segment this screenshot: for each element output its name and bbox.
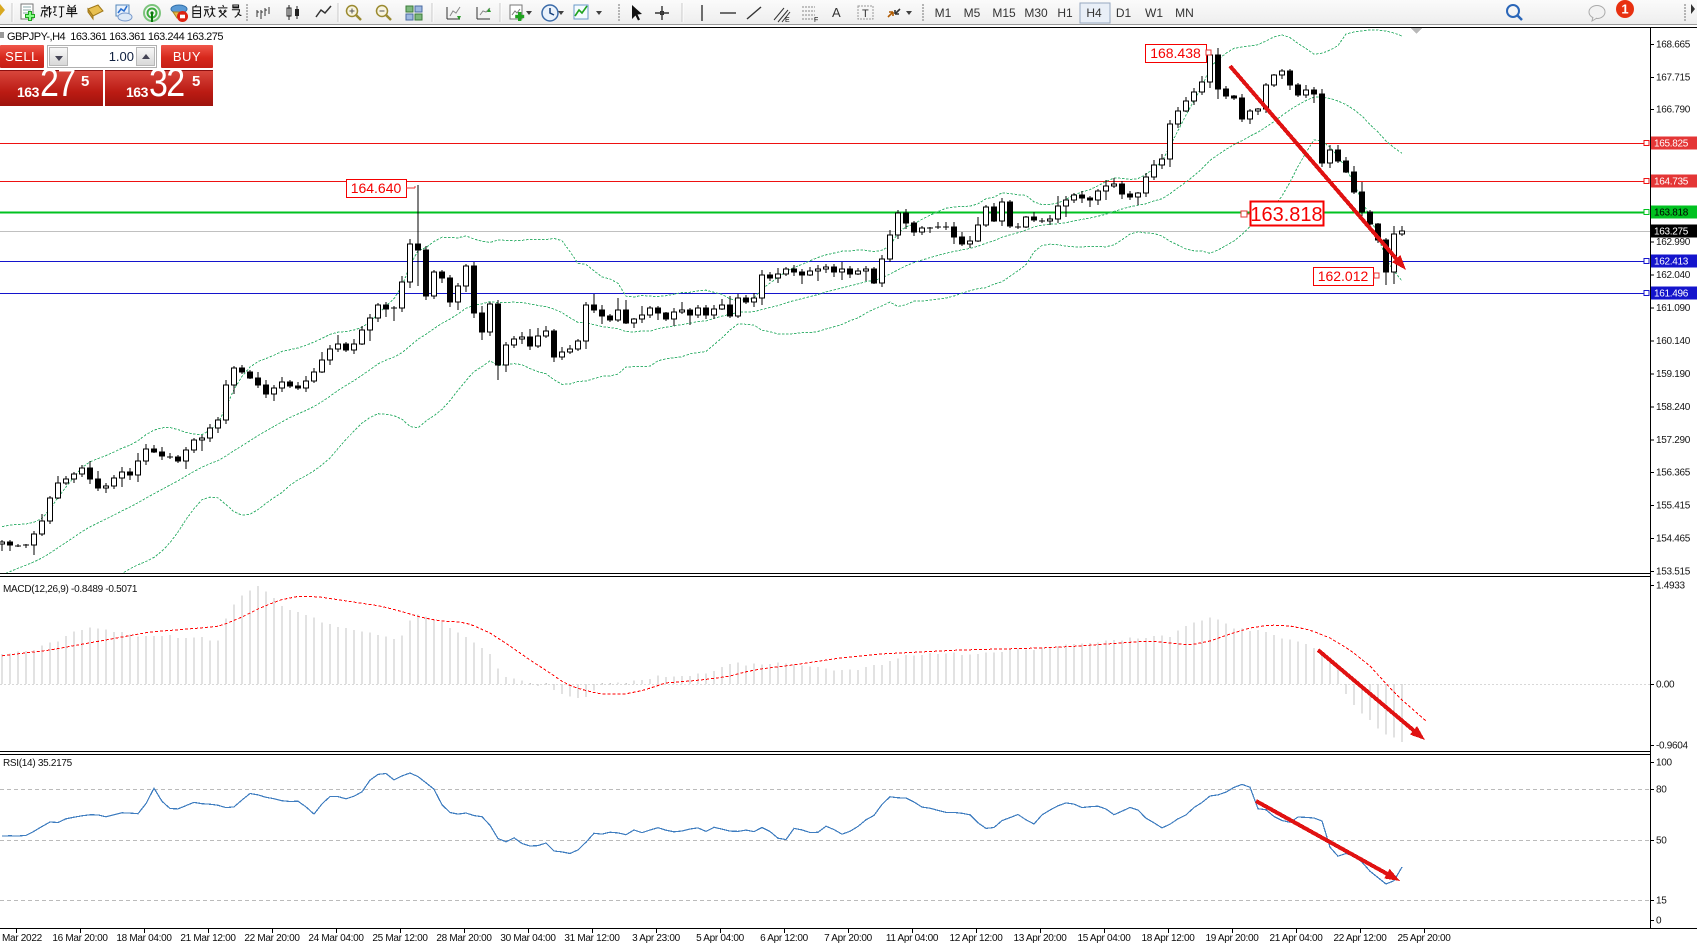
svg-text:5 Apr 04:00: 5 Apr 04:00 bbox=[696, 933, 745, 944]
svg-text:-0.9604: -0.9604 bbox=[1656, 741, 1689, 752]
svg-text:F: F bbox=[814, 17, 818, 24]
svg-text:Mar 2022: Mar 2022 bbox=[2, 933, 43, 944]
svg-text:1.4933: 1.4933 bbox=[1656, 581, 1686, 592]
svg-text:162.990: 162.990 bbox=[1656, 237, 1691, 248]
svg-text:164.640: 164.640 bbox=[351, 180, 402, 196]
svg-text:19 Apr 20:00: 19 Apr 20:00 bbox=[1205, 933, 1259, 944]
svg-text:21 Mar 12:00: 21 Mar 12:00 bbox=[180, 933, 236, 944]
svg-text:161.090: 161.090 bbox=[1656, 303, 1691, 314]
svg-text:157.290: 157.290 bbox=[1656, 435, 1691, 446]
svg-text:RSI(14) 35.2175: RSI(14) 35.2175 bbox=[3, 758, 73, 769]
svg-text:18 Mar 04:00: 18 Mar 04:00 bbox=[116, 933, 172, 944]
svg-text:164.735: 164.735 bbox=[1654, 177, 1689, 188]
svg-text:E: E bbox=[785, 17, 790, 24]
svg-text:161.496: 161.496 bbox=[1654, 289, 1689, 300]
svg-text:13 Apr 20:00: 13 Apr 20:00 bbox=[1013, 933, 1067, 944]
svg-text:28 Mar 20:00: 28 Mar 20:00 bbox=[436, 933, 492, 944]
svg-text:0: 0 bbox=[1656, 916, 1662, 927]
svg-text:168.438: 168.438 bbox=[1150, 45, 1201, 61]
svg-text:15: 15 bbox=[1656, 896, 1667, 907]
svg-text:165.825: 165.825 bbox=[1654, 139, 1689, 150]
svg-text:162.413: 162.413 bbox=[1654, 257, 1689, 268]
svg-text:M30: M30 bbox=[1024, 6, 1048, 20]
svg-text:22 Apr 12:00: 22 Apr 12:00 bbox=[1333, 933, 1387, 944]
svg-text:12 Apr 12:00: 12 Apr 12:00 bbox=[949, 933, 1003, 944]
svg-text:24 Mar 04:00: 24 Mar 04:00 bbox=[308, 933, 364, 944]
svg-text:100: 100 bbox=[1656, 758, 1673, 769]
svg-text:158.240: 158.240 bbox=[1656, 402, 1691, 413]
svg-text:M1: M1 bbox=[935, 6, 952, 20]
svg-text:3 Apr 23:00: 3 Apr 23:00 bbox=[632, 933, 681, 944]
svg-text:163.818: 163.818 bbox=[1250, 204, 1322, 226]
svg-text:21 Apr 04:00: 21 Apr 04:00 bbox=[1269, 933, 1323, 944]
svg-text:MN: MN bbox=[1175, 6, 1194, 20]
svg-text:167.715: 167.715 bbox=[1656, 73, 1691, 84]
svg-text:22 Mar 20:00: 22 Mar 20:00 bbox=[244, 933, 300, 944]
svg-text:162.012: 162.012 bbox=[1318, 268, 1369, 284]
svg-text:M15: M15 bbox=[992, 6, 1016, 20]
svg-text:1: 1 bbox=[1621, 2, 1628, 17]
svg-text:153.515: 153.515 bbox=[1656, 566, 1691, 577]
svg-text:163.818: 163.818 bbox=[1654, 208, 1689, 219]
svg-text:H4: H4 bbox=[1086, 6, 1102, 20]
svg-text:25 Mar 12:00: 25 Mar 12:00 bbox=[372, 933, 428, 944]
svg-text:D1: D1 bbox=[1116, 6, 1132, 20]
svg-text:A: A bbox=[832, 5, 841, 20]
svg-text:155.415: 155.415 bbox=[1656, 500, 1691, 511]
svg-text:31 Mar 12:00: 31 Mar 12:00 bbox=[564, 933, 620, 944]
svg-text:159.190: 159.190 bbox=[1656, 369, 1691, 380]
svg-text:M5: M5 bbox=[964, 6, 981, 20]
svg-text:H1: H1 bbox=[1057, 6, 1073, 20]
svg-text:156.365: 156.365 bbox=[1656, 467, 1691, 478]
svg-text:163.275: 163.275 bbox=[1654, 227, 1689, 238]
svg-text:80: 80 bbox=[1656, 785, 1667, 796]
svg-text:6 Apr 12:00: 6 Apr 12:00 bbox=[760, 933, 809, 944]
svg-text:25 Apr 20:00: 25 Apr 20:00 bbox=[1397, 933, 1451, 944]
svg-text:15 Apr 04:00: 15 Apr 04:00 bbox=[1077, 933, 1131, 944]
svg-text:W1: W1 bbox=[1145, 6, 1163, 20]
svg-text:30 Mar 04:00: 30 Mar 04:00 bbox=[500, 933, 556, 944]
svg-text:GBPJPY-,H4 163.361 163.361 16: GBPJPY-,H4 163.361 163.361 163.244 163.2… bbox=[7, 31, 223, 43]
svg-text:166.790: 166.790 bbox=[1656, 105, 1691, 116]
svg-text:154.465: 154.465 bbox=[1656, 533, 1691, 544]
svg-text:7 Apr 20:00: 7 Apr 20:00 bbox=[824, 933, 873, 944]
svg-text:162.040: 162.040 bbox=[1656, 270, 1691, 281]
svg-text:T: T bbox=[862, 8, 869, 20]
svg-text:18 Apr 12:00: 18 Apr 12:00 bbox=[1141, 933, 1195, 944]
svg-text:0.00: 0.00 bbox=[1656, 680, 1675, 691]
svg-text:16 Mar 20:00: 16 Mar 20:00 bbox=[52, 933, 108, 944]
svg-text:168.665: 168.665 bbox=[1656, 40, 1691, 51]
svg-text:MACD(12,26,9) -0.8489 -0.5071: MACD(12,26,9) -0.8489 -0.5071 bbox=[3, 584, 138, 595]
svg-text:11 Apr 04:00: 11 Apr 04:00 bbox=[886, 933, 939, 944]
svg-text:160.140: 160.140 bbox=[1656, 336, 1691, 347]
svg-text:50: 50 bbox=[1656, 836, 1667, 847]
